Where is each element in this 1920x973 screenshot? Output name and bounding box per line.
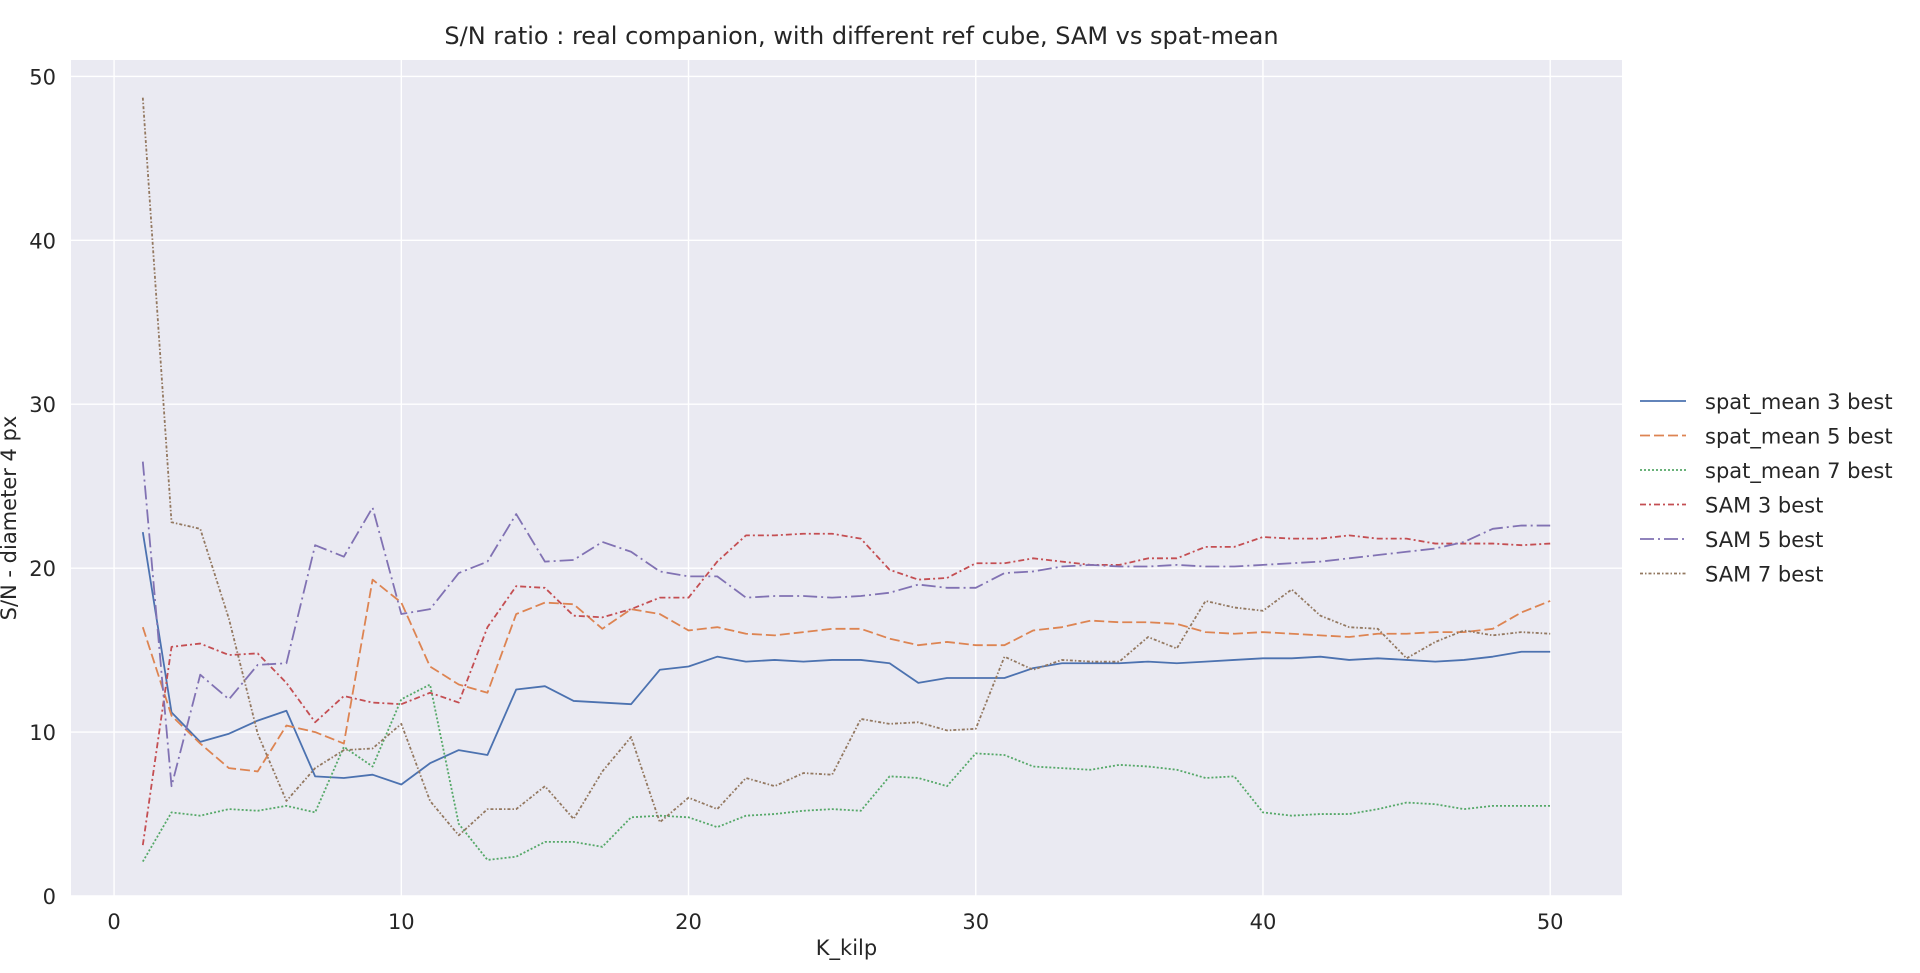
y-tick-label: 30 — [29, 393, 56, 417]
series-line — [141, 532, 1551, 846]
x-tick-label: 0 — [107, 910, 120, 934]
y-tick-label: 0 — [43, 885, 56, 909]
legend-label: SAM 7 best — [1705, 563, 1823, 587]
x-tick-label: 30 — [962, 910, 989, 934]
y-tick-label: 40 — [29, 229, 56, 253]
series-line — [141, 97, 1551, 837]
y-tick-label: 50 — [29, 65, 56, 89]
x-tick-label: 20 — [675, 910, 702, 934]
grid-lines — [71, 60, 1622, 897]
legend-label: spat_mean 5 best — [1705, 425, 1893, 450]
plot-area — [71, 60, 1622, 897]
series-line — [141, 531, 1551, 786]
x-axis-label: K_kilp — [816, 936, 877, 961]
legend: spat_mean 3 best spat_mean 5 best spat_mea… — [1640, 390, 1893, 587]
legend-label: spat_mean 3 best — [1705, 390, 1893, 415]
y-tick-label: 20 — [29, 557, 56, 581]
legend-label: spat_mean 7 best — [1705, 459, 1893, 484]
chart-title: S/N ratio : real companion, with differe… — [444, 22, 1278, 50]
legend-label: SAM 5 best — [1705, 528, 1823, 552]
x-tick-label: 40 — [1250, 910, 1277, 934]
series-line — [142, 683, 1551, 863]
series-line — [141, 461, 1551, 788]
x-axis-ticks: 0 10 20 30 40 50 — [107, 910, 1563, 934]
y-axis-ticks: 0 10 20 30 40 50 — [29, 65, 56, 909]
y-tick-label: 10 — [29, 721, 56, 745]
legend-label: SAM 3 best — [1705, 494, 1823, 518]
x-tick-label: 50 — [1537, 910, 1564, 934]
x-tick-label: 10 — [388, 910, 415, 934]
plot-background — [71, 60, 1622, 896]
y-axis-label: S/N - diameter 4 px — [0, 416, 21, 621]
series-layer — [141, 97, 1551, 863]
